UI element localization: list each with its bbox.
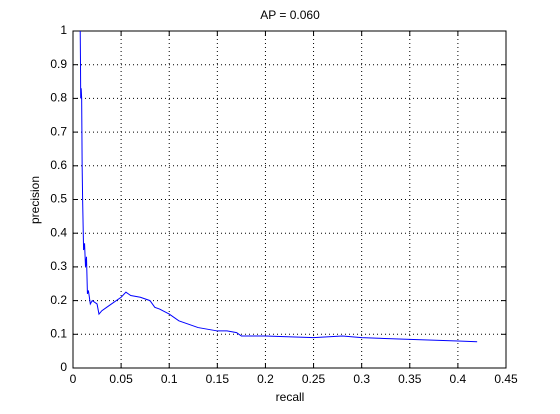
chart-title: AP = 0.060 [260, 8, 320, 22]
x-tick-label: 0.05 [109, 372, 133, 386]
x-tick-label: 0 [70, 372, 77, 386]
y-tick-label: 0.3 [50, 259, 67, 273]
y-tick-label: 1 [60, 23, 67, 37]
y-tick-label: 0.6 [50, 158, 67, 172]
x-tick-label: 0.4 [450, 372, 467, 386]
y-tick-label: 0.5 [50, 192, 67, 206]
y-tick-label: 0.8 [50, 91, 67, 105]
y-tick-label: 0.2 [50, 293, 67, 307]
y-tick-label: 0.4 [50, 225, 67, 239]
plot-frame [72, 30, 507, 369]
y-axis-label: precision [28, 176, 42, 224]
x-tick-label: 0.15 [206, 372, 230, 386]
x-tick-label: 0.3 [353, 372, 370, 386]
x-tick-label: 0.2 [257, 372, 274, 386]
y-tick-label: 0.7 [50, 124, 67, 138]
x-tick-label: 0.45 [494, 372, 518, 386]
y-tick-label: 0.9 [50, 57, 67, 71]
x-tick-label: 0.1 [161, 372, 178, 386]
y-tick-label: 0 [60, 360, 67, 374]
y-tick-label: 0.1 [50, 326, 67, 340]
line [79, 30, 478, 343]
x-tick-label: 0.35 [398, 372, 422, 386]
x-axis-label: recall [276, 390, 305, 404]
x-tick-label: 0.25 [302, 372, 326, 386]
